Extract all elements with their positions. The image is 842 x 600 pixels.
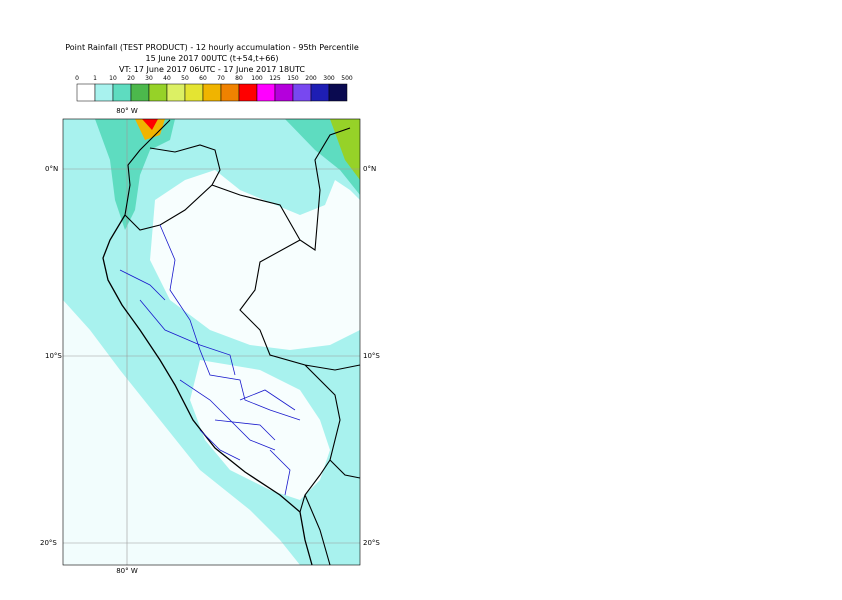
dry-region bbox=[190, 360, 330, 500]
legend-label: 200 bbox=[305, 75, 317, 82]
legend-label: 80 bbox=[235, 75, 243, 82]
legend-label: 0 bbox=[75, 75, 79, 82]
legend-label: 20 bbox=[127, 75, 135, 82]
legend-swatch bbox=[94, 83, 114, 102]
legend-swatch bbox=[256, 83, 276, 102]
legend-label: 60 bbox=[199, 75, 207, 82]
dry-region bbox=[63, 300, 300, 565]
graticule bbox=[63, 119, 360, 565]
region-border bbox=[119, 224, 301, 496]
lon-label: 80° W bbox=[116, 567, 138, 575]
legend-swatch bbox=[220, 83, 240, 102]
map-frame bbox=[62, 118, 361, 566]
legend-label: 40 bbox=[163, 75, 171, 82]
rain-area bbox=[95, 119, 175, 230]
map: 80° W 80° W 0°N 0°N 10°S 10°S 20°S 20°S bbox=[40, 107, 380, 575]
lat-label: 10°S bbox=[45, 352, 62, 360]
legend-label: 150 bbox=[287, 75, 299, 82]
coastline bbox=[102, 214, 313, 566]
lon-label: 80° W bbox=[116, 107, 138, 115]
rain-area bbox=[135, 119, 165, 140]
legend-label: 70 bbox=[217, 75, 225, 82]
legend-label: 125 bbox=[269, 75, 281, 82]
legend-label: 30 bbox=[145, 75, 153, 82]
legend-swatch bbox=[130, 83, 150, 102]
legend-label: 100 bbox=[251, 75, 263, 82]
legend-swatch bbox=[112, 83, 132, 102]
title-line: 15 June 2017 00UTC (t+54,t+66) bbox=[146, 54, 279, 63]
legend-label: 500 bbox=[341, 75, 353, 82]
lat-label: 0°N bbox=[363, 165, 376, 173]
legend-swatch bbox=[238, 83, 258, 102]
lat-label: 20°S bbox=[40, 539, 57, 547]
legend-swatch bbox=[310, 83, 330, 102]
rain-area bbox=[330, 119, 360, 180]
title-line: Point Rainfall (TEST PRODUCT) - 12 hourl… bbox=[65, 43, 359, 52]
legend-swatch bbox=[148, 83, 168, 102]
legend: 0 1 10 20 30 40 50 60 70 80 100 125 150 200 300 500 bbox=[75, 75, 353, 102]
legend-swatch bbox=[166, 83, 186, 102]
dry-region bbox=[150, 170, 360, 350]
legend-swatch bbox=[274, 83, 294, 102]
legend-swatch bbox=[202, 83, 222, 102]
legend-swatch bbox=[184, 83, 204, 102]
rain-area bbox=[142, 119, 158, 130]
legend-label: 10 bbox=[109, 75, 117, 82]
legend-swatch bbox=[76, 83, 96, 102]
lat-label: 20°S bbox=[363, 539, 380, 547]
legend-swatch bbox=[328, 83, 348, 102]
title-line: VT: 17 June 2017 06UTC - 17 June 2017 18… bbox=[119, 65, 305, 74]
lat-label: 10°S bbox=[363, 352, 380, 360]
legend-label: 300 bbox=[323, 75, 335, 82]
lat-label: 0°N bbox=[45, 165, 58, 173]
legend-swatch bbox=[292, 83, 312, 102]
legend-label: 50 bbox=[181, 75, 189, 82]
country-border bbox=[124, 119, 361, 566]
legend-label: 1 bbox=[93, 75, 97, 82]
